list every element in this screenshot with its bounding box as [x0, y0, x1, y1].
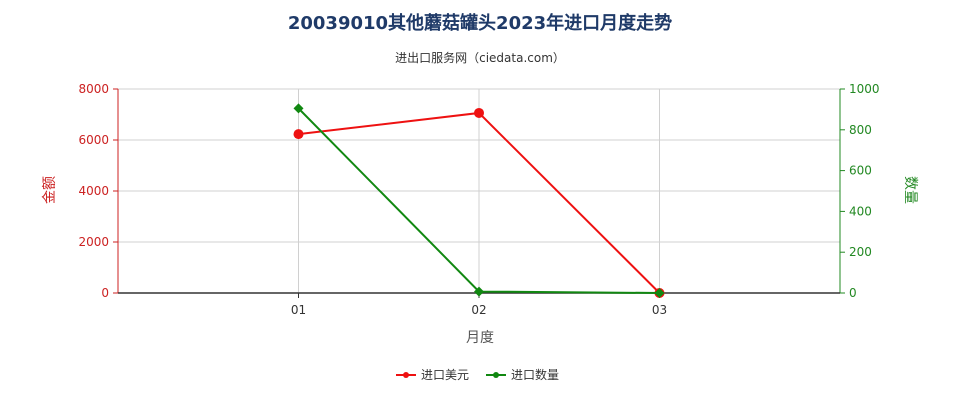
right-tick-label: 400 — [849, 204, 872, 218]
x-tick-label: 01 — [291, 303, 306, 317]
legend: 进口美元 进口数量 — [396, 367, 559, 382]
series-1 — [293, 103, 665, 298]
left-axis-title: 金额 — [42, 176, 58, 204]
right-tick-label: 800 — [849, 123, 872, 137]
right-tick-label: 200 — [849, 245, 872, 259]
left-tick-label: 0 — [101, 286, 109, 300]
chart-title: 20039010其他蘑菇罐头2023年进口月度走势 — [288, 12, 672, 34]
x-tick-label: 03 — [652, 303, 667, 317]
legend-item-import-qty[interactable]: 进口数量 — [486, 367, 559, 382]
chart-subtitle: 进出口服务网（ciedata.com） — [395, 50, 565, 65]
data-point[interactable] — [654, 288, 665, 298]
right-tick-label: 0 — [849, 286, 857, 300]
right-tick-label: 1000 — [849, 82, 880, 96]
left-tick-label: 4000 — [78, 184, 109, 198]
series-layer — [293, 103, 665, 298]
x-tick-label: 02 — [471, 303, 486, 317]
data-point[interactable] — [293, 103, 304, 114]
x-axis-title: 月度 — [466, 330, 494, 346]
left-axis-ticks: 0 2000 4000 6000 8000 — [78, 82, 118, 300]
data-point[interactable] — [474, 107, 484, 118]
legend-label-import-usd: 进口美元 — [421, 368, 469, 382]
legend-item-import-usd[interactable]: 进口美元 — [396, 368, 469, 382]
right-axis-title: 数量 — [902, 176, 918, 204]
data-point[interactable] — [474, 286, 484, 297]
left-tick-label: 8000 — [78, 82, 109, 96]
legend-marker-import-usd — [403, 372, 409, 378]
right-tick-label: 600 — [849, 164, 872, 178]
right-axis-ticks: 0 200 400 600 800 1000 — [840, 82, 880, 300]
left-tick-label: 2000 — [78, 235, 109, 249]
legend-marker-import-qty — [493, 372, 499, 378]
x-axis-ticks: 01 02 03 — [291, 293, 667, 317]
left-tick-label: 6000 — [78, 133, 109, 147]
data-point[interactable] — [293, 129, 304, 140]
legend-label-import-qty: 进口数量 — [511, 367, 559, 382]
grid — [117, 88, 841, 294]
